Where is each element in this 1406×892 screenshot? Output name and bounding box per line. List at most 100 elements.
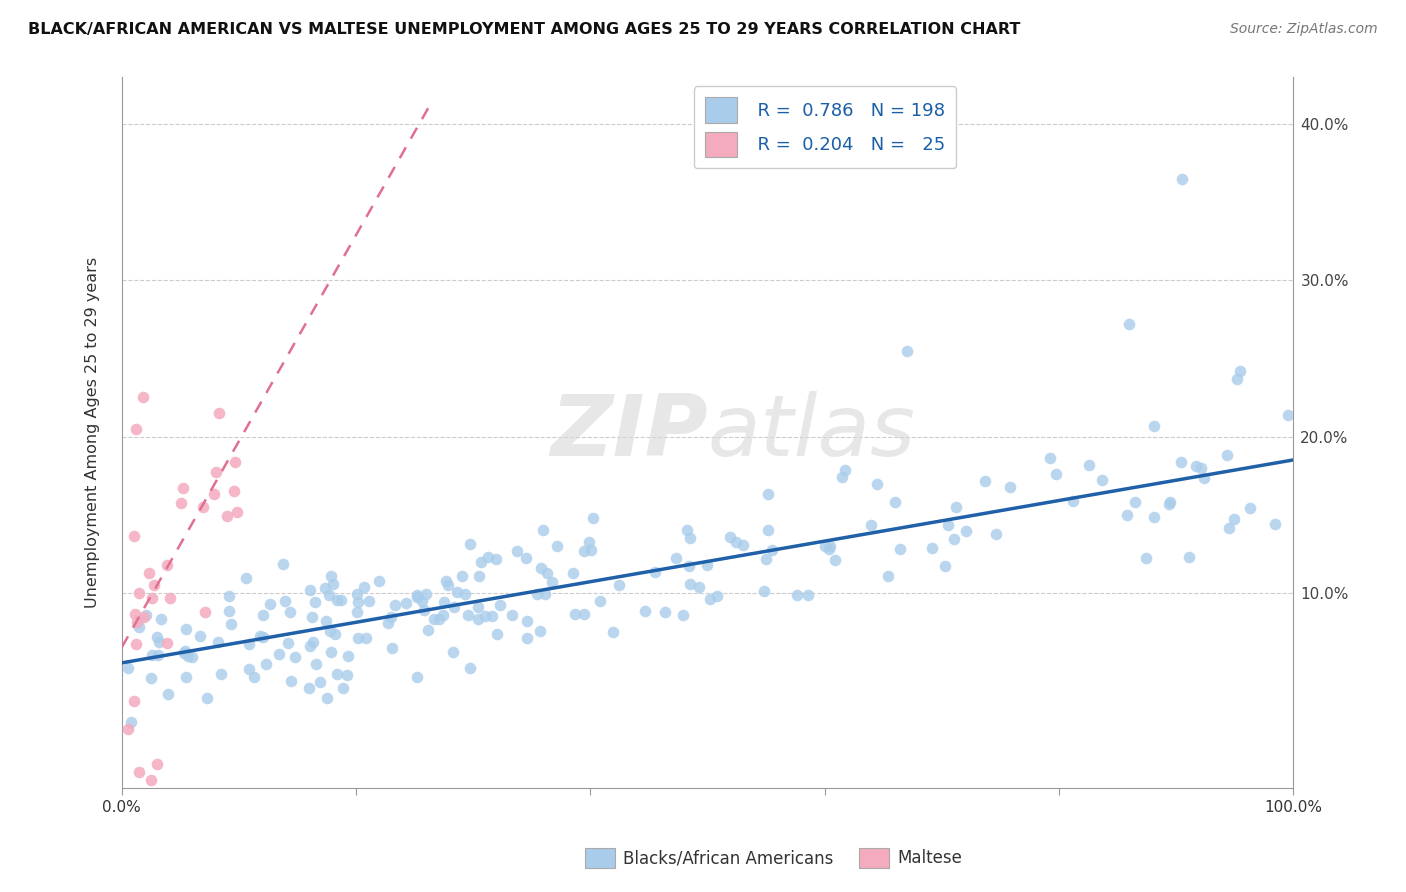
Point	[411, 593, 433, 607]
Point	[357, 594, 380, 608]
Point	[336, 668, 359, 682]
Point	[332, 681, 354, 695]
Point	[1116, 508, 1139, 522]
Point	[224, 484, 246, 499]
Point	[315, 690, 337, 705]
Point	[1171, 172, 1194, 186]
Point	[1185, 459, 1208, 474]
Point	[1277, 408, 1299, 422]
Point	[238, 662, 260, 676]
Point	[170, 496, 193, 510]
Point	[786, 588, 808, 602]
Point	[460, 536, 482, 550]
Point	[921, 541, 943, 555]
Point	[271, 557, 294, 571]
Point	[128, 765, 150, 780]
Point	[936, 517, 959, 532]
Point	[813, 539, 835, 553]
Point	[529, 624, 551, 638]
Point	[416, 623, 439, 637]
Point	[578, 534, 600, 549]
Point	[607, 578, 630, 592]
Text: BLACK/AFRICAN AMERICAN VS MALTESE UNEMPLOYMENT AMONG AGES 25 TO 29 YEARS CORRELA: BLACK/AFRICAN AMERICAN VS MALTESE UNEMPL…	[28, 22, 1021, 37]
Point	[699, 591, 721, 606]
Point	[181, 650, 204, 665]
Point	[1143, 509, 1166, 524]
Point	[259, 597, 281, 611]
Point	[368, 574, 391, 588]
Point	[1216, 448, 1239, 462]
Point	[321, 569, 343, 583]
Point	[422, 612, 444, 626]
Point	[955, 524, 977, 538]
Point	[876, 569, 898, 583]
Point	[731, 538, 754, 552]
Point	[530, 561, 553, 575]
Point	[562, 566, 585, 581]
Point	[159, 591, 181, 605]
Point	[434, 574, 457, 588]
Point	[146, 757, 169, 772]
Point	[132, 391, 155, 405]
Point	[942, 532, 965, 546]
Point	[526, 587, 548, 601]
Point	[467, 599, 489, 614]
Point	[432, 608, 454, 623]
Point	[706, 590, 728, 604]
Point	[1091, 473, 1114, 487]
Point	[173, 646, 195, 660]
Point	[395, 596, 418, 610]
Point	[679, 577, 702, 591]
Point	[330, 593, 353, 607]
Point	[984, 527, 1007, 541]
Point	[889, 541, 911, 556]
Point	[298, 681, 321, 696]
Point	[304, 595, 326, 609]
Point	[945, 500, 967, 515]
Point	[406, 590, 429, 604]
Point	[141, 648, 163, 663]
Point	[1062, 493, 1084, 508]
Point	[195, 690, 218, 705]
Y-axis label: Unemployment Among Ages 25 to 29 years: Unemployment Among Ages 25 to 29 years	[86, 257, 100, 608]
Point	[135, 607, 157, 622]
Point	[796, 589, 818, 603]
Point	[298, 639, 321, 653]
Point	[467, 612, 489, 626]
Point	[433, 595, 456, 609]
Point	[1157, 497, 1180, 511]
Point	[756, 487, 779, 501]
Point	[755, 552, 778, 566]
Point	[531, 523, 554, 537]
Point	[377, 616, 399, 631]
Point	[267, 647, 290, 661]
Point	[174, 670, 197, 684]
Point	[1189, 461, 1212, 475]
Point	[319, 645, 342, 659]
Point	[380, 641, 402, 656]
Point	[139, 671, 162, 685]
Point	[756, 524, 779, 538]
Point	[309, 675, 332, 690]
Point	[427, 612, 450, 626]
Point	[194, 605, 217, 619]
Point	[224, 455, 246, 469]
Point	[1264, 516, 1286, 531]
Point	[1123, 495, 1146, 509]
Point	[314, 582, 336, 596]
Point	[644, 566, 666, 580]
Point	[148, 635, 170, 649]
Point	[534, 587, 557, 601]
Point	[443, 600, 465, 615]
Point	[384, 598, 406, 612]
Point	[1192, 471, 1215, 485]
Point	[205, 465, 228, 479]
Point	[896, 343, 918, 358]
Point	[218, 590, 240, 604]
Point	[1229, 364, 1251, 378]
Point	[156, 636, 179, 650]
Point	[254, 657, 277, 671]
Point	[413, 603, 436, 617]
Point	[156, 558, 179, 573]
Point	[125, 422, 148, 436]
